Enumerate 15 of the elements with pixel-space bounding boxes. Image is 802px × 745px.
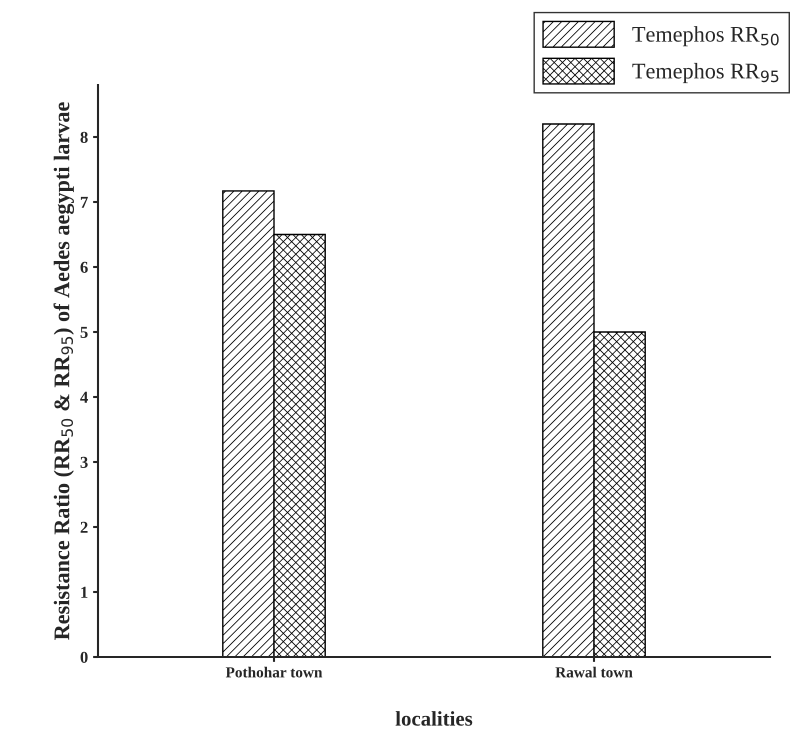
x-tick-label: Pothohar town	[226, 666, 322, 678]
legend-label: Temephos RR$_{95}$	[632, 62, 778, 84]
y-tick-label: 8	[80, 132, 88, 143]
legend-label: Temephos RR$_{50}$	[632, 26, 779, 46]
x-tick-label: Rawal town	[555, 666, 633, 678]
y-tick-label: 0	[80, 652, 88, 663]
y-tick-label: 5	[80, 326, 88, 338]
y-tick-label: 6	[80, 262, 88, 273]
y-tick-label: 2	[80, 522, 88, 533]
y-tick-label: 7	[80, 196, 88, 208]
y-tick-label: 1	[81, 586, 88, 598]
y-tick-label: 3	[80, 456, 88, 468]
x-axis-title: localities	[396, 711, 472, 726]
y-axis-title: Resistance Ratio (RR$_{50}$ & RR$_{95}$) of Aedes aegypti larvae	[54, 102, 74, 640]
y-tick-label: 4	[80, 392, 88, 403]
